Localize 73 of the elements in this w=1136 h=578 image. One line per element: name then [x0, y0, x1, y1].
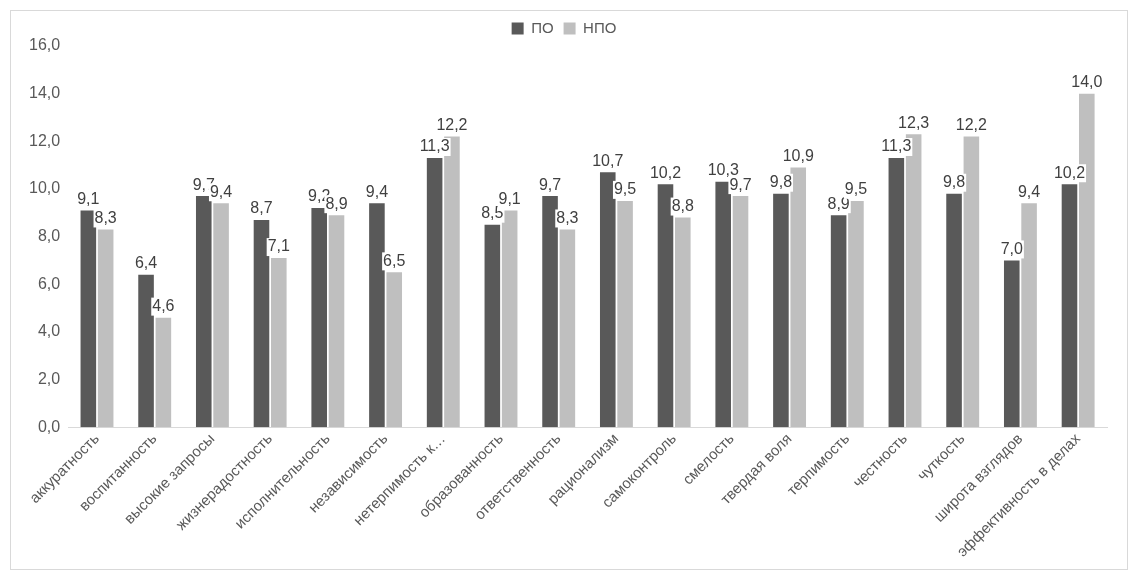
- bar: [830, 215, 847, 428]
- bar: [195, 196, 212, 428]
- bar: [386, 272, 403, 428]
- bar: [80, 210, 97, 428]
- y-tick-label: 0,0: [37, 417, 61, 435]
- data-label: 9,7: [729, 175, 752, 193]
- bar: [946, 193, 962, 428]
- data-label: 9,1: [77, 189, 100, 207]
- y-tick-label: 4,0: [37, 322, 61, 340]
- bar: [617, 200, 633, 428]
- data-label: 11,3: [419, 137, 450, 155]
- bar: [369, 203, 385, 428]
- data-label: 9,4: [365, 182, 389, 200]
- data-label: 10,2: [649, 163, 682, 181]
- data-label: 8,3: [94, 208, 117, 226]
- bar: [715, 181, 731, 428]
- data-label: 9,8: [769, 173, 793, 191]
- data-label: 8,9: [827, 194, 850, 212]
- bar: [328, 215, 345, 428]
- bar: [559, 229, 576, 428]
- data-label: 6,5: [383, 251, 406, 269]
- bar: [657, 184, 674, 428]
- bar: [888, 157, 905, 428]
- y-tick-label: 6,0: [37, 274, 61, 292]
- bar: [542, 196, 558, 428]
- bar: [599, 172, 616, 428]
- data-label: 10,2: [1053, 163, 1086, 181]
- data-label: 6,4: [134, 254, 158, 272]
- data-label: 8,8: [671, 196, 695, 214]
- bar: [155, 317, 172, 428]
- bar: [501, 210, 518, 428]
- bar: [675, 217, 691, 428]
- data-label: 7,0: [1000, 239, 1023, 257]
- bar: [732, 196, 749, 428]
- bar: [1061, 184, 1078, 428]
- y-tick-label: 2,0: [37, 369, 61, 387]
- data-label: 8,3: [556, 208, 579, 226]
- legend-label: ПО: [531, 18, 554, 36]
- y-tick-label: 14,0: [29, 84, 61, 102]
- data-label: 14,0: [1071, 73, 1103, 91]
- bar: [1003, 260, 1020, 428]
- data-label: 12,3: [898, 113, 930, 131]
- data-label: 9,8: [942, 173, 966, 191]
- data-label: 9,7: [538, 175, 562, 193]
- data-label: 9,5: [613, 180, 637, 198]
- y-tick-label: 10,0: [29, 179, 61, 197]
- legend-label: НПО: [583, 18, 617, 36]
- y-tick-label: 16,0: [29, 36, 61, 54]
- data-label: 9,4: [1017, 182, 1041, 200]
- data-label: 7,1: [267, 237, 291, 255]
- bar: [484, 224, 501, 428]
- bar: [848, 200, 864, 428]
- data-label: 4,6: [152, 297, 175, 315]
- bar: [138, 274, 154, 428]
- data-label: 12,2: [955, 115, 988, 133]
- bar: [311, 208, 327, 428]
- bar: [790, 167, 807, 428]
- data-label: 10,7: [592, 151, 624, 169]
- bar: [253, 219, 270, 428]
- bar: [97, 229, 114, 428]
- data-label: 11,3: [881, 137, 912, 155]
- y-tick-label: 12,0: [29, 131, 61, 149]
- bar: [1021, 203, 1037, 428]
- data-label: 10,9: [782, 146, 814, 164]
- data-label: 12,2: [436, 115, 468, 133]
- bar: [213, 203, 229, 428]
- bar: [426, 157, 443, 428]
- data-label: 9,5: [844, 180, 868, 198]
- y-tick-label: 8,0: [37, 227, 61, 245]
- bar: [963, 136, 980, 428]
- bar: [271, 258, 287, 428]
- data-label: 8,7: [250, 199, 273, 217]
- bar: [773, 193, 789, 428]
